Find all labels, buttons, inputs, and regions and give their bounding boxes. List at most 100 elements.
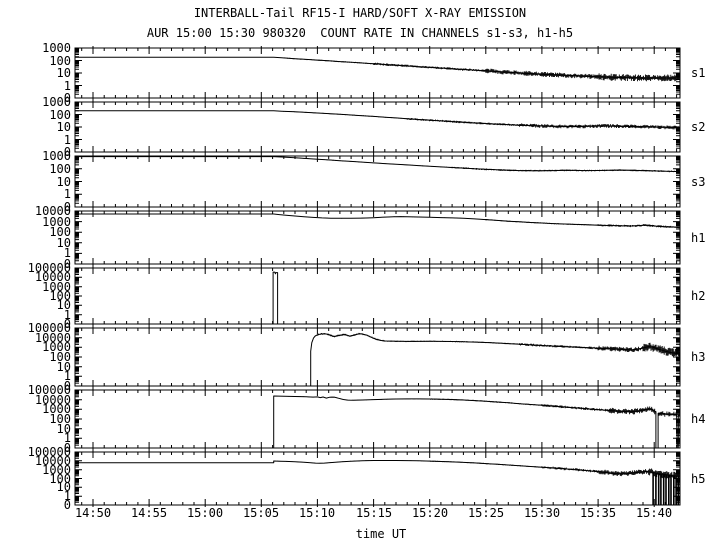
- y-tick-label: 10000: [34, 393, 71, 407]
- time-tick-label: 15:25: [467, 506, 505, 520]
- y-tick-label: 1000: [42, 280, 71, 294]
- channel-label-h2: h2: [691, 289, 706, 303]
- data-curve-h3: [75, 333, 681, 387]
- y-tick-label: 1000: [42, 95, 71, 109]
- panel-frame: [74, 210, 681, 265]
- y-tick-label: 10000: [34, 270, 71, 284]
- time-tick-label: 15:20: [411, 506, 449, 520]
- y-tick-label: 100: [49, 54, 71, 68]
- chart-title: INTERBALL-Tail RF15-I HARD/SOFT X-RAY EM…: [193, 6, 527, 20]
- panel-frame: [74, 327, 681, 387]
- y-tick-label: 10: [56, 120, 71, 134]
- x-axis-label: time UT: [355, 527, 407, 541]
- y-tick-label: 100: [49, 472, 71, 486]
- y-tick-label: 1: [63, 246, 71, 260]
- panel-frame: [74, 101, 681, 153]
- y-tick-label: 100: [49, 350, 71, 364]
- axis-ticks: [75, 100, 680, 154]
- y-tick-label: 1: [63, 308, 71, 322]
- y-tick-label: 10: [56, 480, 71, 494]
- y-tick-label: 10000: [34, 204, 71, 218]
- data-curve-s2: [75, 110, 681, 129]
- y-tick-label: 100: [49, 108, 71, 122]
- axis-ticks: [75, 154, 680, 209]
- time-tick-label: 15:30: [523, 506, 561, 520]
- panel-h2: [74, 266, 681, 326]
- y-tick-label: 0: [63, 441, 71, 455]
- y-tick-label: 1: [63, 431, 71, 445]
- y-tick-label: 1000: [42, 402, 71, 416]
- axis-ticks: [75, 326, 680, 388]
- panel-frame: [74, 267, 681, 325]
- channel-label-h5: h5: [691, 472, 706, 486]
- time-tick-label: 14:50: [74, 506, 112, 520]
- y-tick-label: 10: [56, 66, 71, 80]
- noise-layer-h1: [316, 216, 681, 229]
- noise-layer-s3: [294, 157, 680, 173]
- noise-layer-h5: [273, 460, 681, 480]
- noise-layer-h4: [283, 396, 677, 417]
- y-tick-label: 1000: [42, 149, 71, 163]
- y-tick-label: 10: [56, 298, 71, 312]
- panel-s2: [74, 100, 681, 154]
- panel-h5: [74, 450, 681, 507]
- y-tick-label: 0: [63, 257, 71, 271]
- y-tick-label: 0: [63, 317, 71, 331]
- time-tick-label: 15:10: [298, 506, 336, 520]
- y-tick-label: 100: [49, 289, 71, 303]
- chart-subtitle: AUR 15:00 15:30 980320 COUNT RATE IN CHA…: [146, 26, 574, 40]
- panel-frame: [74, 451, 681, 506]
- channel-label-h3: h3: [691, 350, 706, 364]
- y-tick-label: 1: [63, 489, 71, 503]
- axis-ticks: [75, 266, 680, 326]
- y-tick-label: 100: [49, 412, 71, 426]
- panel-h3: [74, 326, 681, 388]
- y-tick-label: 0: [63, 498, 71, 512]
- axis-ticks: [75, 450, 680, 507]
- y-tick-label: 10: [56, 422, 71, 436]
- time-tick-label: 15:15: [355, 506, 393, 520]
- channel-label-h4: h4: [691, 412, 706, 426]
- axis-ticks: [75, 46, 680, 100]
- y-tick-label: 100000: [27, 321, 71, 335]
- y-tick-label: 1: [63, 79, 71, 93]
- y-tick-label: 0: [63, 145, 71, 159]
- y-tick-label: 10000: [34, 454, 71, 468]
- channel-label-h1: h1: [691, 231, 706, 245]
- y-tick-label: 0: [63, 200, 71, 214]
- y-tick-label: 1: [63, 133, 71, 147]
- time-tick-label: 14:55: [130, 506, 168, 520]
- y-tick-label: 1000: [42, 340, 71, 354]
- noise-layer-s2: [283, 111, 680, 130]
- y-tick-label: 10000: [34, 331, 71, 345]
- axis-ticks: [75, 209, 680, 266]
- y-tick-label: 100000: [27, 445, 71, 459]
- panel-frame: [74, 155, 681, 208]
- noise-layer-s1: [283, 57, 681, 82]
- y-tick-label: 1000: [42, 41, 71, 55]
- y-tick-label: 10: [56, 360, 71, 374]
- channel-label-s2: s2: [691, 120, 706, 134]
- time-tick-label: 15:05: [242, 506, 280, 520]
- y-tick-label: 1000: [42, 215, 71, 229]
- y-tick-label: 100: [49, 225, 71, 239]
- y-tick-label: 100000: [27, 261, 71, 275]
- y-tick-label: 1: [63, 369, 71, 383]
- channel-label-s1: s1: [691, 66, 706, 80]
- panel-h1: [74, 209, 681, 266]
- time-tick-label: 15:40: [635, 506, 673, 520]
- time-tick-label: 15:35: [579, 506, 617, 520]
- y-tick-label: 0: [63, 91, 71, 105]
- panel-s1: [74, 46, 681, 100]
- data-curve-s3: [75, 156, 681, 173]
- channel-label-s3: s3: [691, 175, 706, 189]
- axis-ticks: [75, 388, 680, 450]
- y-tick-label: 100000: [27, 383, 71, 397]
- panel-frame: [74, 47, 681, 99]
- panel-h4: [74, 388, 681, 450]
- noise-layer-h3: [316, 332, 680, 358]
- y-tick-label: 0: [63, 379, 71, 393]
- y-tick-label: 10: [56, 175, 71, 189]
